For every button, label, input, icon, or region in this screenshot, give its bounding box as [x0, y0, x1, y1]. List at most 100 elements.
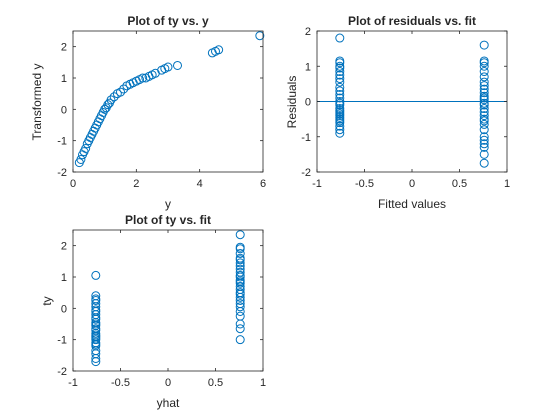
- x-tick-label: 6: [260, 178, 266, 190]
- data-point: [235, 302, 245, 312]
- data-point: [335, 77, 345, 87]
- data-point: [335, 118, 345, 128]
- chart-title: Plot of ty vs. fit: [125, 213, 211, 227]
- data-point: [235, 324, 245, 334]
- data-point: [163, 62, 173, 72]
- data-point: [479, 95, 489, 105]
- data-point: [91, 357, 101, 367]
- data-point: [479, 40, 489, 50]
- data-point: [479, 142, 489, 152]
- data-point: [335, 70, 345, 80]
- data-point: [479, 107, 489, 117]
- data-point: [479, 84, 489, 94]
- y-tick-label: -2: [301, 167, 311, 179]
- data-point: [479, 132, 489, 142]
- y-axis-label: Residuals: [285, 76, 299, 129]
- y-tick-label: 0: [61, 303, 67, 315]
- x-tick-label: -1: [68, 377, 78, 389]
- data-point: [479, 81, 489, 91]
- data-point: [100, 104, 110, 114]
- data-point: [235, 296, 245, 305]
- data-point: [335, 82, 345, 92]
- data-point: [479, 58, 489, 68]
- y-tick-label: -1: [57, 335, 67, 347]
- data-point: [235, 249, 245, 258]
- x-tick-label: 1: [260, 377, 266, 389]
- x-tick-label: 1: [504, 178, 510, 190]
- data-point: [335, 128, 345, 138]
- data-point: [109, 92, 119, 102]
- plot-area: [73, 31, 263, 172]
- x-tick-label: 0: [409, 178, 415, 190]
- x-tick-label: 0: [70, 178, 76, 190]
- data-point: [479, 139, 489, 149]
- y-tick-label: 2: [61, 241, 67, 253]
- data-point: [479, 116, 489, 126]
- x-tick-label: -0.5: [111, 377, 130, 389]
- data-point: [335, 125, 345, 135]
- data-point: [479, 88, 489, 98]
- data-point: [235, 258, 245, 268]
- x-axis-label: Fitted values: [378, 197, 446, 211]
- data-point: [214, 45, 224, 55]
- y-axis-label: Transformed y: [30, 64, 44, 141]
- data-point: [235, 292, 245, 302]
- data-point: [235, 306, 245, 316]
- data-point: [479, 77, 489, 87]
- x-tick-label: -0.5: [355, 178, 374, 190]
- x-tick-label: 0.5: [452, 178, 467, 190]
- y-tick-label: 0: [305, 97, 311, 109]
- data-point: [335, 74, 345, 84]
- plot-ty-vs-fit-panel: Plot of ty vs. fit yhat ty -1 -0.5 0 0.5 1 -2…: [40, 213, 266, 410]
- data-point: [103, 100, 113, 110]
- data-point: [479, 149, 489, 159]
- data-point: [335, 89, 345, 99]
- data-point: [235, 230, 245, 240]
- data-point: [335, 58, 345, 68]
- y-axis-label: ty: [40, 296, 54, 305]
- x-tick-label: -1: [312, 178, 322, 190]
- y-tick-label: 1: [61, 73, 67, 85]
- data-point: [479, 135, 489, 145]
- x-tick-label: 4: [197, 178, 203, 190]
- x-tick-label: 2: [133, 178, 139, 190]
- data-point: [235, 244, 245, 254]
- data-point: [255, 31, 265, 41]
- axes-box: [72, 30, 264, 173]
- plot-area: [73, 230, 263, 371]
- y-tick-label: -2: [57, 167, 67, 179]
- data-point: [335, 67, 345, 77]
- data-point: [235, 272, 245, 282]
- data-point: [335, 86, 345, 96]
- data-point: [235, 255, 245, 265]
- data-point: [235, 278, 245, 288]
- data-point: [479, 119, 489, 129]
- data-point: [116, 87, 125, 97]
- x-axis-label: yhat: [157, 396, 180, 410]
- data-point: [91, 296, 101, 305]
- plot-ty-vs-y-panel: Plot of ty vs. y y Transformed y 0 2 4 6 -2 -…: [30, 14, 266, 211]
- y-tick-label: 1: [61, 272, 67, 284]
- data-point: [235, 289, 245, 299]
- data-point: [335, 93, 345, 103]
- data-point: [235, 319, 245, 329]
- data-point: [335, 63, 345, 73]
- data-point: [479, 125, 489, 135]
- data-point: [479, 100, 489, 110]
- data-point: [138, 73, 148, 83]
- data-point: [479, 158, 489, 168]
- x-tick-label: 0: [165, 377, 171, 389]
- data-point: [119, 84, 129, 94]
- data-point: [91, 353, 101, 363]
- y-tick-label: -1: [57, 136, 67, 148]
- y-tick-label: 2: [61, 42, 67, 54]
- y-tick-label: -2: [57, 366, 67, 378]
- data-point: [173, 60, 182, 70]
- data-point: [335, 33, 345, 43]
- data-point: [235, 335, 245, 345]
- data-point: [106, 95, 116, 105]
- data-point: [479, 111, 489, 121]
- x-tick-label: 0.5: [208, 377, 223, 389]
- y-tick-label: 2: [305, 26, 311, 38]
